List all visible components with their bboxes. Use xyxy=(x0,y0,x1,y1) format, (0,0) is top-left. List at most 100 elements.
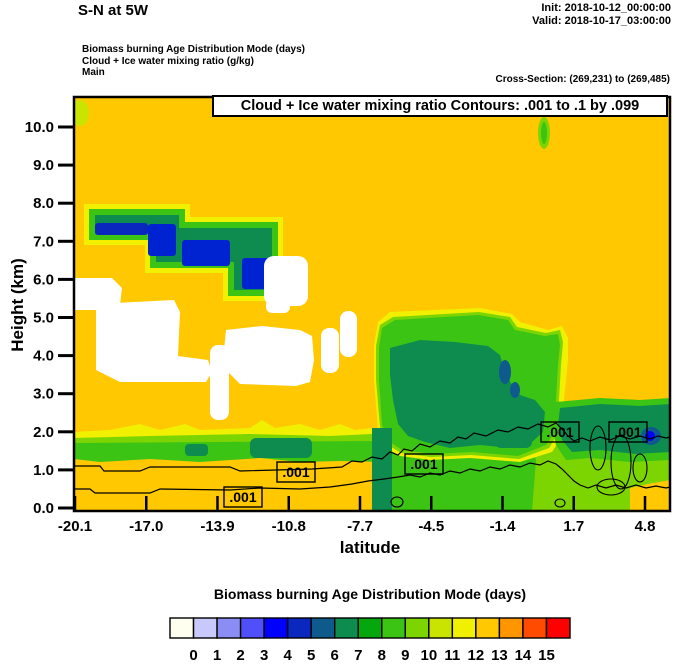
valid-time: Valid: 2018-10-17_03:00:00 xyxy=(532,14,671,27)
colorbar-tick-label: 6 xyxy=(331,647,339,664)
colorbar-cell xyxy=(310,617,336,639)
x-axis-label: latitude xyxy=(339,538,401,557)
y-tick-label: 5.0 xyxy=(33,310,54,327)
x-tick-label: 4.8 xyxy=(635,518,656,535)
colorbar-tick-label: 15 xyxy=(538,647,555,664)
run-times: Init: 2018-10-12_00:00:00 Valid: 2018-10… xyxy=(532,2,671,27)
contour-loop xyxy=(554,498,566,508)
y-tick-label: 8.0 xyxy=(33,195,54,212)
mass-darkgreen xyxy=(390,340,545,448)
y-tick-label: 4.0 xyxy=(33,348,54,365)
y-tick-label: 2.0 xyxy=(33,424,54,441)
cloud-white-5 xyxy=(321,328,339,373)
colorbar-tick-label: 1 xyxy=(213,647,221,664)
bl-dark-1 xyxy=(250,438,312,458)
contour-label-box xyxy=(608,421,648,443)
colorbar-cell xyxy=(381,617,406,639)
y-tick-label: 3.0 xyxy=(33,386,54,403)
cloud-white-1 xyxy=(74,278,122,310)
y-axis-label: Height (km) xyxy=(8,258,27,352)
y-tick-label: 9.0 xyxy=(33,157,54,174)
y-tick-label: 1.0 xyxy=(33,462,54,479)
y-tick-label: 10.0 xyxy=(25,119,54,136)
colorbar-tick-label: 3 xyxy=(260,647,268,664)
x-tick-label: -13.9 xyxy=(200,518,234,535)
contour-label: .001 xyxy=(546,424,573,440)
field-cloud-line: Cloud + Ice water mixing ratio (g/kg) xyxy=(82,55,254,67)
floor-dark-patch xyxy=(495,428,532,448)
colorbar-title: Biomass burning Age Distribution Mode (d… xyxy=(213,586,527,602)
colorbar-tick-label: 8 xyxy=(378,647,386,664)
colorbar-cell xyxy=(475,617,501,639)
contour-loop xyxy=(610,434,632,490)
contour-label-box xyxy=(223,486,263,508)
colorbar-tick-label: 13 xyxy=(491,647,508,664)
contour-label: .001 xyxy=(229,489,256,505)
contour-label: .001 xyxy=(614,424,641,440)
contour-loop xyxy=(390,496,404,508)
x-tick-label: -17.0 xyxy=(129,518,163,535)
cloud-white-8 xyxy=(266,299,290,313)
cloud-white-4 xyxy=(224,326,314,386)
x-tick-label: -20.1 xyxy=(58,518,92,535)
colorbar-tick-label: 4 xyxy=(283,647,292,664)
colorbar-cell xyxy=(239,617,265,639)
init-time: Init: 2018-10-12_00:00:00 xyxy=(541,2,671,14)
colorbar-tick-label: 10 xyxy=(420,647,437,664)
colorbar-tick-label: 12 xyxy=(468,647,485,664)
bl-strip-green xyxy=(74,441,382,462)
colorbar-cell xyxy=(498,617,524,639)
colorbar-tick-label: 9 xyxy=(401,647,409,664)
colorbar-cell xyxy=(192,617,218,639)
contour-label: .001 xyxy=(410,456,437,472)
colorbar-cell xyxy=(216,617,242,639)
contour-label: .001 xyxy=(282,464,309,480)
contour-label-box xyxy=(276,461,316,483)
colorbar-cell xyxy=(334,617,359,639)
streak-blue-c xyxy=(242,258,271,289)
field-description: Biomass burning Age Distribution Mode (d… xyxy=(82,44,305,79)
cloud-white-3 xyxy=(210,345,229,420)
colorbar-cell xyxy=(286,617,312,639)
colorbar-cell xyxy=(357,617,383,639)
x-tick-label: -1.4 xyxy=(490,518,517,535)
colorbar-tick-label: 14 xyxy=(515,647,532,664)
y-tick-label: 7.0 xyxy=(33,233,54,250)
colorbar-cell xyxy=(522,617,548,639)
x-tick-label: -7.7 xyxy=(347,518,373,535)
colorbar-cell xyxy=(404,617,430,639)
x-tick-label: -10.8 xyxy=(272,518,306,535)
cloud-white-2 xyxy=(96,300,212,382)
contour-loop xyxy=(632,453,648,483)
contour-label-box xyxy=(540,421,580,443)
streak-blue-a xyxy=(148,224,176,256)
contour-loop xyxy=(589,425,607,471)
colorbar-cell xyxy=(428,617,454,639)
colorbar-tick-label: 7 xyxy=(354,647,362,664)
streak-navy xyxy=(95,223,148,235)
contour-label-box xyxy=(404,453,444,475)
y-tick-label: 0.0 xyxy=(33,500,54,517)
contour-legend-box: Cloud + Ice water mixing ratio Contours:… xyxy=(212,95,668,117)
x-tick-label: 1.7 xyxy=(563,518,584,535)
mass-teal-2 xyxy=(510,382,520,398)
colorbar-tick-label: 11 xyxy=(444,647,460,664)
mass-teal-1 xyxy=(499,360,511,384)
field-domain-line: Main xyxy=(82,67,105,78)
colorbar-cell xyxy=(451,617,477,639)
bl-dark-2 xyxy=(185,444,208,456)
top-sliver-inner xyxy=(541,122,547,144)
colorbar-tick-label: 2 xyxy=(236,647,244,664)
topleft-spot xyxy=(74,100,89,126)
colorbar-cell xyxy=(545,617,571,639)
cloud-white-7 xyxy=(264,256,308,306)
page-title: S-N at 5W xyxy=(78,2,149,19)
cross-section-coords: Cross-Section: (269,231) to (269,485) xyxy=(495,74,670,85)
colorbar-tick-label: 5 xyxy=(307,647,315,664)
floor-dark-column xyxy=(372,428,392,511)
contour-loop xyxy=(596,478,626,496)
plot-fill-layer: .001 .001 .001 .001 .001 xyxy=(74,97,670,511)
y-tick-label: 6.0 xyxy=(33,271,54,288)
